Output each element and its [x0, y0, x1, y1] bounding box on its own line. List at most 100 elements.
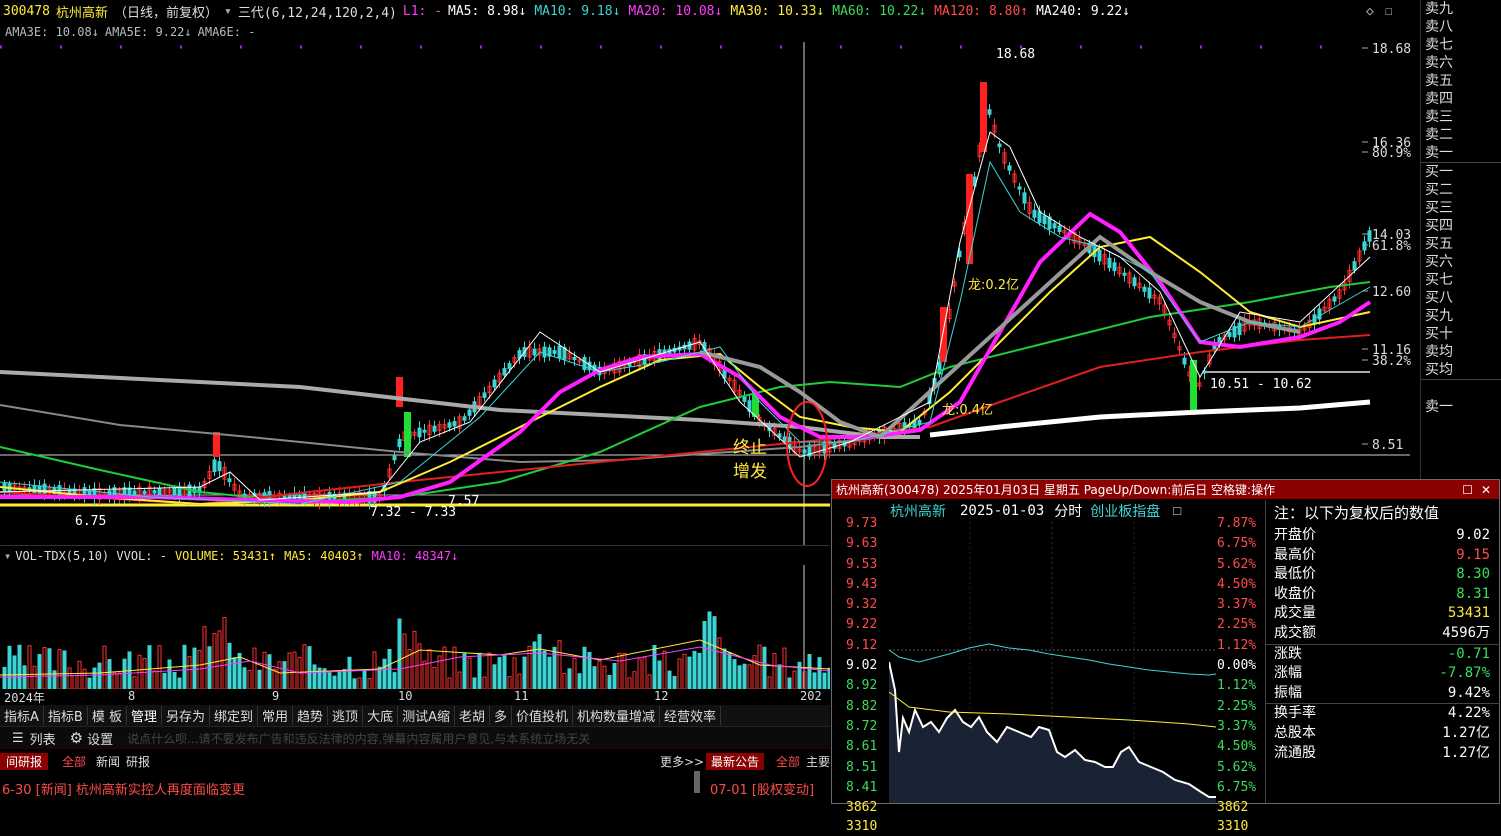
volume-bar [757, 644, 762, 689]
annotation-range2: 10.51 - 10.62 [1210, 377, 1312, 392]
order-book-row[interactable]: 买八 [1425, 290, 1453, 306]
news-scrollbar[interactable] [694, 771, 700, 793]
candle [517, 347, 522, 365]
candle [222, 461, 227, 486]
volume-bar [187, 656, 192, 689]
popup-pct-label: 6.75% [1217, 779, 1257, 795]
order-book-row[interactable]: 卖二 [1425, 127, 1453, 143]
news-tab-announcements[interactable]: 最新公告 [706, 752, 765, 770]
toolbar-tab-13[interactable]: 价值投机 [512, 706, 574, 725]
settings-button[interactable]: 设置 [87, 732, 114, 748]
info-key: 流通股 [1274, 744, 1316, 761]
candle [1362, 235, 1367, 255]
toolbar-tab-7[interactable]: 趋势 [293, 706, 329, 725]
toolbar-tab-2[interactable]: 模 板 [88, 706, 127, 725]
settings-diamond-icon[interactable]: ◇ [1366, 3, 1374, 19]
volume-title[interactable]: VOL-TDX(5,10) VVOL: - [15, 549, 167, 563]
order-book-row[interactable]: 买十 [1425, 326, 1453, 342]
popup-price-label: 9.22 [846, 617, 878, 633]
toolbar-tab-0[interactable]: 指标A [0, 706, 44, 725]
toolbar-tab-4[interactable]: 另存为 [162, 706, 210, 725]
order-book-row[interactable]: 卖三 [1425, 109, 1453, 125]
candle [487, 381, 492, 399]
volume-bar [642, 657, 647, 689]
order-book-row[interactable]: 卖六 [1425, 55, 1453, 71]
toolbar-tab-10[interactable]: 测试A缩 [398, 706, 455, 725]
annotation-stop1: 终止 [733, 438, 767, 458]
list-icon[interactable]: ☰ [12, 730, 24, 746]
indicator-dropdown-icon[interactable]: ▾ [224, 3, 232, 19]
popup-toggle-icon[interactable]: ☐ [1172, 504, 1183, 518]
ma5-white-line [0, 131, 1371, 501]
order-book-row[interactable]: 买五 [1425, 236, 1453, 252]
news-tab-main[interactable]: 主要 [806, 754, 831, 769]
popup-titlebar[interactable]: 杭州高新(300478) 2025年01月03日 星期五 PageUp/Down… [832, 480, 1499, 499]
volume-bar [787, 677, 792, 689]
candle [747, 394, 752, 418]
popup-price-label: 9.02 [846, 658, 878, 674]
toolbar-tab-14[interactable]: 机构数量增减 [573, 706, 661, 725]
candle [482, 386, 487, 402]
news-headline[interactable]: 6-30 [新闻] 杭州高新实控人再度面临变更 [2, 783, 245, 798]
toolbar-tab-9[interactable]: 大底 [363, 706, 399, 725]
candle [1007, 161, 1012, 175]
info-row: 流通股 1.27亿 [1266, 744, 1500, 764]
order-book-row[interactable]: 卖八 [1425, 19, 1453, 35]
toolbar-tab-12[interactable]: 多 [490, 706, 513, 725]
order-book-row[interactable]: 卖四 [1425, 91, 1453, 107]
order-book-row[interactable]: 卖五 [1425, 73, 1453, 89]
intraday-popup: 杭州高新(300478) 2025年01月03日 星期五 PageUp/Down… [831, 479, 1500, 834]
ama-header: AMA3E: 10.08↓ AMA5E: 9.22↓ AMA6E: - [0, 22, 800, 42]
info-row: 总股本 1.27亿 [1266, 724, 1500, 744]
candle [567, 346, 572, 363]
news-tab-all-right[interactable]: 全部 [776, 754, 801, 769]
news-tab-reports[interactable]: 研报 [126, 754, 151, 769]
order-book-row[interactable]: 卖一 [1421, 144, 1501, 163]
candle [112, 484, 117, 504]
volume-chart[interactable] [0, 565, 830, 689]
toolbar-tab-11[interactable]: 老胡 [455, 706, 490, 725]
news-tab-research[interactable]: 间研报 [0, 752, 49, 770]
toolbar-tab-5[interactable]: 绑定到 [210, 706, 259, 725]
candle [1142, 284, 1147, 297]
order-book-row[interactable] [1421, 380, 1501, 398]
info-row: 开盘价 9.02 [1266, 526, 1500, 546]
volume-bar [452, 646, 457, 689]
popup-close-icon[interactable]: ✕ [1480, 482, 1491, 497]
announcement-headline[interactable]: 07-01 [股权变动] [710, 783, 815, 798]
toolbar-tab-3[interactable]: 管理 [127, 706, 162, 725]
gear-icon[interactable]: ⚙ [69, 729, 84, 747]
danmaku-input[interactable]: 说点什么呗...请不要发布广告和违反法律的内容,弹幕内容属用户意见,与本系统立场… [127, 731, 591, 746]
order-book-row[interactable]: 卖七 [1425, 37, 1453, 53]
order-book-row[interactable]: 买三 [1425, 200, 1453, 216]
candle [1177, 340, 1182, 356]
order-book-row[interactable]: 卖九 [1425, 1, 1453, 17]
order-book-row[interactable]: 买均 [1421, 361, 1501, 380]
order-book-row[interactable]: 卖均 [1425, 344, 1453, 360]
list-button[interactable]: 列表 [29, 732, 56, 748]
intraday-chart[interactable] [889, 522, 1216, 803]
more-link[interactable]: 更多>> [660, 755, 705, 769]
volume-dropdown-icon[interactable]: ▾ [4, 549, 12, 563]
popup-maximize-icon[interactable]: ☐ [1462, 482, 1473, 497]
order-book-row[interactable]: 买九 [1425, 308, 1453, 324]
popup-price-label: 8.92 [846, 678, 878, 694]
close-icon[interactable]: ☐ [1385, 3, 1393, 19]
toolbar-tab-6[interactable]: 常用 [258, 706, 294, 725]
order-book-row[interactable]: 卖一 [1425, 399, 1453, 415]
candle [687, 338, 692, 355]
order-book-row[interactable]: 买二 [1425, 182, 1453, 198]
toolbar-tab-8[interactable]: 逃顶 [328, 706, 364, 725]
order-book-row[interactable]: 买四 [1425, 218, 1453, 234]
order-book-row[interactable]: 买六 [1425, 254, 1453, 270]
indicator-name[interactable]: 三代(6,12,24,120,2,4) [237, 5, 397, 21]
toolbar-tab-15[interactable]: 经营效率 [660, 706, 722, 725]
volume-bar [402, 633, 407, 689]
popup-board[interactable]: 创业板指 [1090, 504, 1147, 520]
news-tab-news[interactable]: 新闻 [96, 754, 121, 769]
news-tab-all[interactable]: 全部 [62, 754, 87, 769]
order-book-row[interactable]: 买一 [1425, 164, 1453, 180]
toolbar-tab-1[interactable]: 指标B [44, 706, 88, 725]
order-book-row[interactable]: 买七 [1425, 272, 1453, 288]
